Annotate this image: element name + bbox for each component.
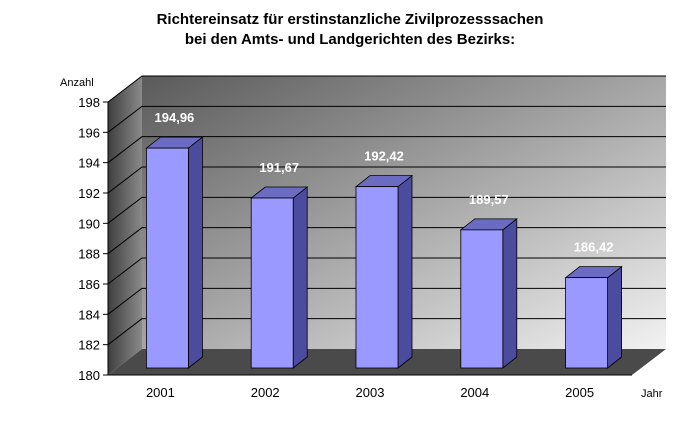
- bar: [145, 147, 189, 369]
- data-label: 191,67: [259, 160, 299, 175]
- y-tick-label: 188: [78, 247, 100, 262]
- x-tick-label: 2005: [565, 385, 594, 400]
- y-tick-label: 180: [78, 368, 100, 383]
- x-tick-label: 2004: [460, 385, 489, 400]
- gridline: [107, 75, 666, 103]
- data-label: 186,42: [574, 240, 614, 255]
- y-tick-label: 190: [78, 216, 100, 231]
- x-tick-label: 2001: [146, 385, 175, 400]
- y-tick-label: 186: [78, 277, 100, 292]
- bar-side: [397, 174, 413, 369]
- x-axis-label: Jahr: [641, 388, 663, 400]
- gridline: [107, 105, 666, 133]
- x-tick-label: 2002: [251, 385, 280, 400]
- gridline: [107, 166, 666, 194]
- bar-side: [502, 218, 518, 369]
- gridline: [107, 196, 666, 224]
- data-label: 194,96: [155, 110, 195, 125]
- bar: [250, 197, 294, 369]
- y-tick-label: 198: [78, 95, 100, 110]
- bar-side: [292, 186, 308, 369]
- chart-title-line-2: bei den Amts- und Landgerichten des Bezi…: [184, 31, 516, 48]
- data-label: 192,42: [364, 149, 404, 164]
- bar-side: [607, 265, 622, 369]
- y-tick-label: 194: [78, 156, 100, 171]
- y-tick-label: 184: [78, 307, 100, 322]
- bar: [460, 229, 504, 369]
- bar: [565, 277, 608, 369]
- y-tick-label: 192: [78, 186, 100, 201]
- y-axis-label: Anzahl: [60, 77, 94, 89]
- chart-title: Richtereinsatz für erstinstanzliche Zivi…: [0, 10, 700, 50]
- y-tick-label: 196: [78, 125, 100, 140]
- gridline: [107, 136, 666, 164]
- y-tick-label: 182: [78, 338, 100, 353]
- bar-side: [187, 136, 203, 369]
- chart-title-line-1: Richtereinsatz für erstinstanzliche Zivi…: [156, 11, 544, 28]
- x-tick-label: 2003: [356, 385, 385, 400]
- data-label: 189,57: [469, 192, 509, 207]
- bar: [355, 186, 399, 369]
- side-wall: [108, 76, 142, 375]
